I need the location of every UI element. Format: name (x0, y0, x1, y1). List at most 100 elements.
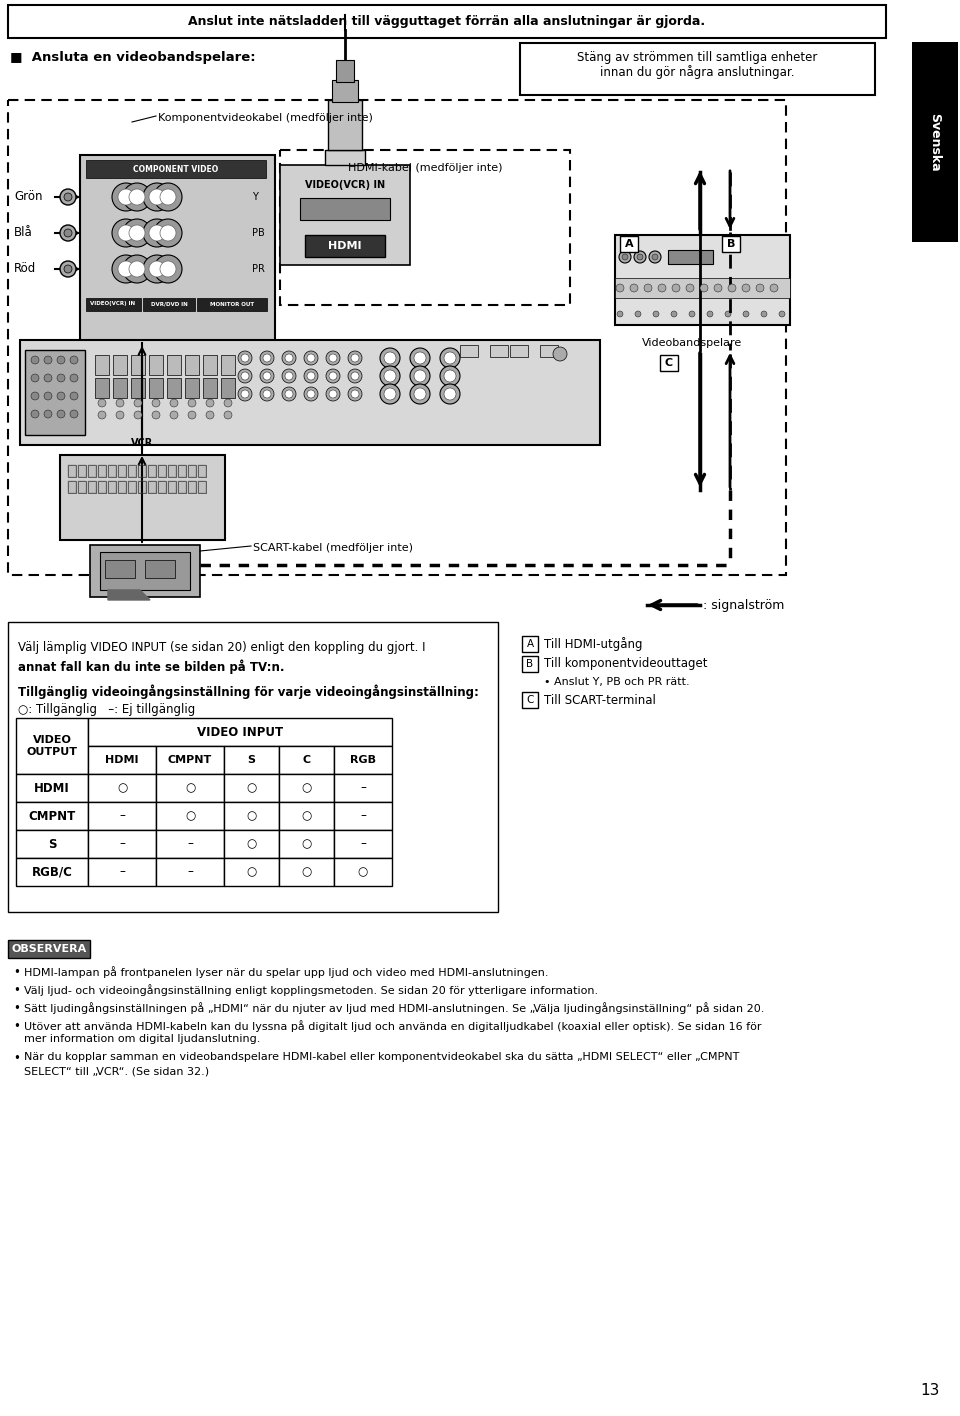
Circle shape (263, 389, 271, 398)
Bar (78, 464, 86, 477)
Bar (16, 801, 88, 830)
Bar (138, 464, 146, 477)
Circle shape (118, 188, 134, 205)
Bar (334, 858, 392, 886)
Circle shape (60, 225, 76, 241)
Bar (221, 378, 235, 398)
Bar (68, 481, 76, 493)
Text: –: – (360, 837, 366, 851)
Bar (198, 481, 206, 493)
Circle shape (637, 253, 643, 261)
Text: Videobandspelare: Videobandspelare (642, 338, 742, 348)
Circle shape (154, 219, 182, 246)
Circle shape (149, 225, 165, 241)
Text: annat fall kan du inte se bilden på TV:n.: annat fall kan du inte se bilden på TV:n… (18, 658, 284, 674)
Text: ○: ○ (247, 865, 256, 878)
Circle shape (123, 183, 151, 211)
Text: VIDEO INPUT: VIDEO INPUT (197, 725, 283, 739)
Bar (280, 150, 570, 304)
Bar (460, 346, 478, 357)
Bar (148, 481, 156, 493)
Text: Röd: Röd (14, 262, 36, 276)
Bar (224, 801, 279, 830)
Bar (98, 481, 106, 493)
Circle shape (123, 255, 151, 283)
Bar (16, 830, 88, 858)
Text: Till SCART-terminal: Till SCART-terminal (544, 694, 656, 707)
Circle shape (70, 355, 78, 364)
Circle shape (440, 348, 460, 368)
Text: –: – (187, 837, 193, 851)
Circle shape (672, 285, 680, 292)
Circle shape (64, 193, 72, 201)
Text: •: • (13, 966, 20, 978)
Circle shape (779, 312, 785, 317)
Text: Y: Y (252, 193, 258, 202)
Text: Välj ljud- och videoingångsinställning enligt kopplingsmetoden. Se sidan 20 för : Välj ljud- och videoingångsinställning e… (24, 984, 598, 995)
Bar (156, 830, 224, 858)
Bar (156, 775, 224, 801)
Bar (88, 775, 156, 801)
Text: –: – (119, 810, 125, 823)
Bar (98, 464, 106, 477)
Bar (510, 346, 528, 357)
Circle shape (756, 285, 764, 292)
Circle shape (307, 354, 315, 362)
Circle shape (282, 387, 296, 401)
Bar (615, 278, 790, 297)
Circle shape (134, 399, 142, 406)
Text: B: B (727, 239, 735, 249)
Circle shape (143, 219, 171, 246)
Text: Grön: Grön (14, 191, 42, 204)
Text: ○: ○ (185, 810, 195, 823)
Bar (95, 355, 109, 375)
Bar (490, 346, 508, 357)
Bar (128, 464, 136, 477)
Circle shape (285, 354, 293, 362)
Bar (88, 830, 156, 858)
Circle shape (444, 370, 456, 382)
Circle shape (348, 351, 362, 365)
Text: HDMI: HDMI (35, 782, 70, 794)
Bar (128, 481, 136, 493)
Circle shape (64, 265, 72, 273)
Text: Tillgänglig videoingångsinställning för varje videoingångsinställning:: Tillgänglig videoingångsinställning för … (18, 684, 479, 698)
Bar (90, 545, 200, 598)
Circle shape (630, 285, 638, 292)
Circle shape (617, 312, 623, 317)
Circle shape (686, 285, 694, 292)
Circle shape (238, 387, 252, 401)
Circle shape (260, 351, 274, 365)
Circle shape (31, 411, 39, 418)
Circle shape (380, 365, 400, 387)
Circle shape (129, 261, 145, 278)
Text: mer information om digital ljudanslutning.: mer information om digital ljudanslutnin… (24, 1034, 260, 1044)
Bar (168, 464, 176, 477)
Text: 13: 13 (921, 1383, 940, 1398)
Bar (158, 481, 166, 493)
Bar (224, 746, 279, 775)
Text: ○: ○ (301, 837, 312, 851)
Circle shape (154, 255, 182, 283)
Circle shape (307, 389, 315, 398)
Text: ○: ○ (301, 810, 312, 823)
Text: CMPNT: CMPNT (168, 755, 212, 765)
Text: MONITOR OUT: MONITOR OUT (210, 302, 254, 306)
Circle shape (619, 251, 631, 263)
Text: C: C (302, 755, 311, 765)
Bar (78, 481, 86, 493)
Circle shape (553, 347, 567, 361)
Bar (660, 355, 678, 371)
Circle shape (160, 188, 176, 205)
Bar (168, 481, 176, 493)
Circle shape (57, 411, 65, 418)
Circle shape (414, 370, 426, 382)
Bar (188, 464, 196, 477)
Bar (88, 801, 156, 830)
Bar (113, 355, 127, 375)
Circle shape (444, 353, 456, 364)
Bar (118, 464, 126, 477)
Circle shape (143, 255, 171, 283)
Polygon shape (108, 590, 150, 600)
Bar (168, 481, 176, 493)
